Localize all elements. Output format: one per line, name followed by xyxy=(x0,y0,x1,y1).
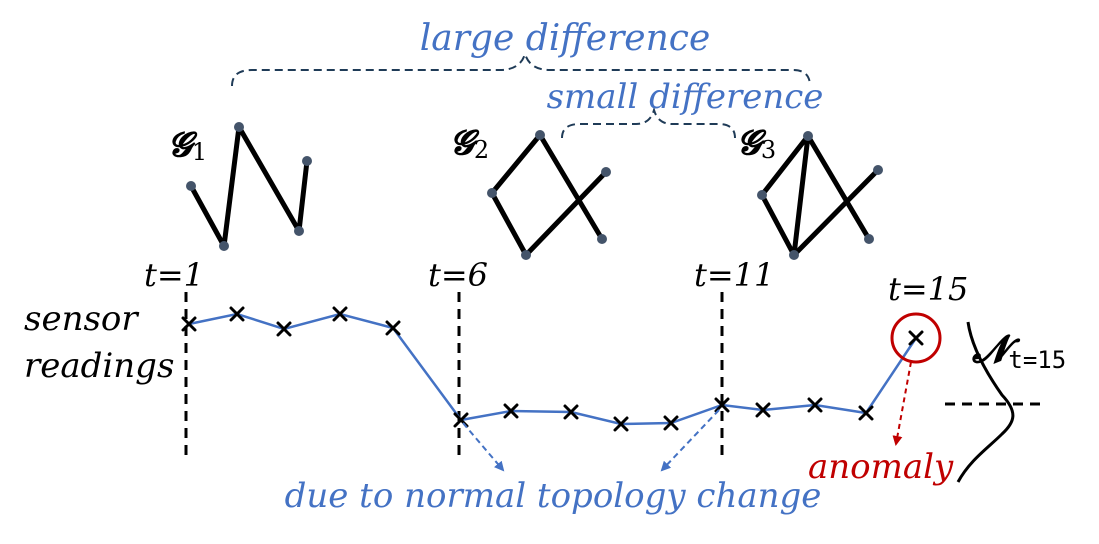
graph-label-g3: 𝓖3 xyxy=(737,123,776,164)
reading-12 xyxy=(755,402,771,418)
reading-14 xyxy=(858,405,874,421)
reading-13 xyxy=(807,397,823,413)
reading-2 xyxy=(229,306,245,322)
graph-g1 xyxy=(188,124,310,249)
time-dividers xyxy=(184,292,724,458)
anomaly-label: anomaly xyxy=(808,447,954,487)
distribution-label: 𝓝t=15 xyxy=(971,326,1066,374)
graph-label-g2: 𝓖2 xyxy=(450,123,489,164)
reading-3 xyxy=(276,321,292,337)
time-marker-t6: t=6 xyxy=(428,256,488,294)
reading-1 xyxy=(181,316,197,332)
reading-5 xyxy=(385,320,401,336)
anomaly-arrow xyxy=(892,361,912,446)
reading-8 xyxy=(563,404,579,420)
sensor-label-line2: readings xyxy=(24,346,174,386)
time-marker-t1: t=1 xyxy=(144,256,204,294)
reading-4 xyxy=(332,306,348,322)
graph-g3 xyxy=(759,133,881,258)
time-marker-t15: t=15 xyxy=(888,270,968,308)
reading-10 xyxy=(663,415,679,431)
graph-g1-nodes xyxy=(186,122,312,251)
anomaly-circle xyxy=(890,312,942,364)
reading-7 xyxy=(503,403,519,419)
normal-change-label: due to normal topology change xyxy=(285,476,822,516)
reading-11 xyxy=(714,397,730,413)
distribution-curve xyxy=(956,321,1015,483)
reading-15-anomaly xyxy=(908,330,924,346)
sensor-readings xyxy=(181,306,924,432)
normal-change-arrow-right xyxy=(660,409,720,472)
graph-g3-nodes xyxy=(757,131,883,260)
graph-g2-nodes xyxy=(487,130,611,260)
large-difference-label: large difference xyxy=(420,18,711,59)
graph-g2 xyxy=(489,132,609,258)
sensor-label-line1: sensor xyxy=(24,299,139,339)
time-marker-t11: t=11 xyxy=(694,256,774,294)
small-difference-brace xyxy=(561,106,736,139)
sensor-series-line xyxy=(188,312,918,426)
graph-label-g1: 𝓖1 xyxy=(168,125,207,166)
normal-change-arrow-left xyxy=(462,422,505,472)
small-difference-label: small difference xyxy=(547,77,824,117)
reading-9 xyxy=(613,416,629,432)
large-difference-brace xyxy=(231,50,811,87)
